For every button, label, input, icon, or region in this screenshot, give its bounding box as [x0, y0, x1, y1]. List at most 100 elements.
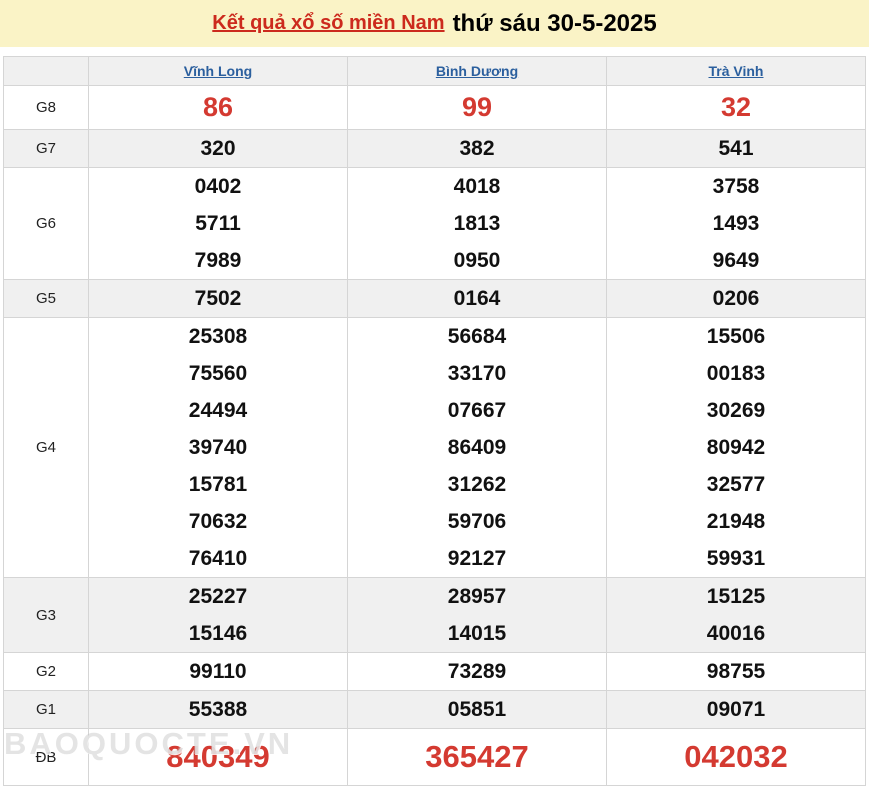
prize-cell: 382	[347, 129, 607, 168]
prize-cell: 86	[88, 85, 348, 130]
prize-number: 15146	[188, 622, 248, 645]
prize-number: 365427	[425, 739, 529, 774]
prize-cell: 7502	[88, 279, 348, 318]
prize-number: 09071	[706, 698, 766, 721]
prize-cell: 09071	[606, 690, 866, 729]
province-link[interactable]: Bình Dương	[435, 63, 519, 79]
prize-cell: 3758 1493 9649	[606, 167, 866, 280]
prize-row-g3: G3 25227 15146 28957 14015 15125 40016	[3, 577, 866, 653]
prize-number: 30269	[706, 399, 766, 422]
prize-number: 86	[202, 92, 234, 122]
prize-cell: 99	[347, 85, 607, 130]
prize-number: 0950	[453, 249, 501, 272]
prize-row-g1: G1 55388 05851 09071	[3, 690, 866, 729]
prize-number: 3758	[712, 175, 760, 198]
prize-number: 40016	[706, 622, 766, 645]
province-link[interactable]: Trà Vinh	[708, 63, 764, 79]
prize-label: G7	[3, 129, 89, 168]
prize-number: 24494	[188, 399, 248, 422]
prize-label: G2	[3, 652, 89, 691]
prize-number: 382	[459, 137, 495, 160]
prize-cell: 15125 40016	[606, 577, 866, 653]
prize-number: 32577	[706, 473, 766, 496]
prize-number: 1813	[453, 212, 501, 235]
prize-number: 99110	[189, 660, 247, 683]
prize-number: 33170	[447, 362, 507, 385]
prize-cell: 0164	[347, 279, 607, 318]
prize-number: 32	[720, 92, 752, 122]
prize-number: 07667	[447, 399, 507, 422]
prize-number: 15506	[706, 325, 766, 348]
prize-cell: 05851	[347, 690, 607, 729]
column-header-bình-dương: Bình Dương	[347, 56, 607, 86]
prize-cell: 55388	[88, 690, 348, 729]
prize-number: 042032	[684, 739, 788, 774]
column-header-trà-vinh: Trà Vinh	[606, 56, 866, 86]
prize-cell: 320	[88, 129, 348, 168]
prize-number: 0206	[712, 287, 760, 310]
prize-cell: 28957 14015	[347, 577, 607, 653]
prize-label: ĐB	[3, 728, 89, 786]
prize-cell: 25308 75560 24494 39740 15781 70632 76410	[88, 317, 348, 578]
prize-cell: 840349	[88, 728, 348, 786]
prize-label: G4	[3, 317, 89, 578]
prize-number: 15125	[706, 585, 766, 608]
prize-number: 99	[461, 92, 493, 122]
prize-number: 05851	[447, 698, 507, 721]
prize-number: 28957	[447, 585, 507, 608]
prize-row-g6: G6 0402 5711 7989 4018 1813 0950 3758 1493 9649	[3, 167, 866, 280]
prize-number: 7502	[194, 287, 242, 310]
prize-cell: 56684 33170 07667 86409 31262 59706 92127	[347, 317, 607, 578]
prize-number: 25227	[188, 585, 248, 608]
corner-cell	[3, 56, 89, 86]
prize-cell: 0402 5711 7989	[88, 167, 348, 280]
title-link[interactable]: Kết quả xổ số miền Nam	[212, 12, 445, 34]
results-table: Vĩnh Long Bình Dương Trà Vinh G8 86 99 32 G7 32…	[3, 56, 866, 786]
prize-number: 59706	[447, 510, 507, 533]
prize-number: 9649	[712, 249, 760, 272]
prize-number: 86409	[447, 436, 507, 459]
prize-number: 4018	[453, 175, 501, 198]
prize-cell: 73289	[347, 652, 607, 691]
prize-number: 14015	[447, 622, 507, 645]
title-banner: Kết quả xổ số miền Nam thứ sáu 30-5-2025	[0, 0, 869, 47]
prize-cell: 541	[606, 129, 866, 168]
prize-number: 55388	[188, 698, 248, 721]
prize-number: 92127	[447, 547, 507, 570]
prize-cell: 25227 15146	[88, 577, 348, 653]
prize-cell: 0206	[606, 279, 866, 318]
prize-number: 21948	[706, 510, 766, 533]
province-link[interactable]: Vĩnh Long	[183, 63, 253, 79]
prize-cell: 99110	[88, 652, 348, 691]
title-date: thứ sáu 30-5-2025	[452, 9, 657, 37]
prize-row-g4: G4 25308 75560 24494 39740 15781 70632 76410 566…	[3, 317, 866, 578]
prize-label: G5	[3, 279, 89, 318]
prize-label: G1	[3, 690, 89, 729]
prize-label: G6	[3, 167, 89, 280]
prize-number: 80942	[706, 436, 766, 459]
column-header-row: Vĩnh Long Bình Dương Trà Vinh	[3, 56, 866, 86]
prize-number: 840349	[166, 739, 270, 774]
prize-number: 320	[200, 137, 236, 160]
prize-row-g2: G2 99110 73289 98755	[3, 652, 866, 691]
prize-number: 7989	[194, 249, 242, 272]
prize-cell: 32	[606, 85, 866, 130]
prize-number: 73289	[447, 660, 507, 683]
prize-cell: 98755	[606, 652, 866, 691]
prize-row-đb: ĐB 840349 365427 042032	[3, 728, 866, 786]
prize-number: 56684	[447, 325, 507, 348]
prize-number: 541	[718, 137, 754, 160]
prize-number: 1493	[712, 212, 760, 235]
prize-row-g7: G7 320 382 541	[3, 129, 866, 168]
prize-number: 98755	[706, 660, 766, 683]
prize-label: G3	[3, 577, 89, 653]
prize-number: 76410	[188, 547, 248, 570]
prize-number: 25308	[188, 325, 248, 348]
prize-number: 15781	[188, 473, 248, 496]
prize-label: G8	[3, 85, 89, 130]
results-table-wrap: Vĩnh Long Bình Dương Trà Vinh G8 86 99 32 G7 32…	[3, 56, 866, 786]
prize-number: 5711	[195, 212, 241, 235]
prize-row-g8: G8 86 99 32	[3, 85, 866, 130]
prize-cell: 042032	[606, 728, 866, 786]
prize-row-g5: G5 7502 0164 0206	[3, 279, 866, 318]
